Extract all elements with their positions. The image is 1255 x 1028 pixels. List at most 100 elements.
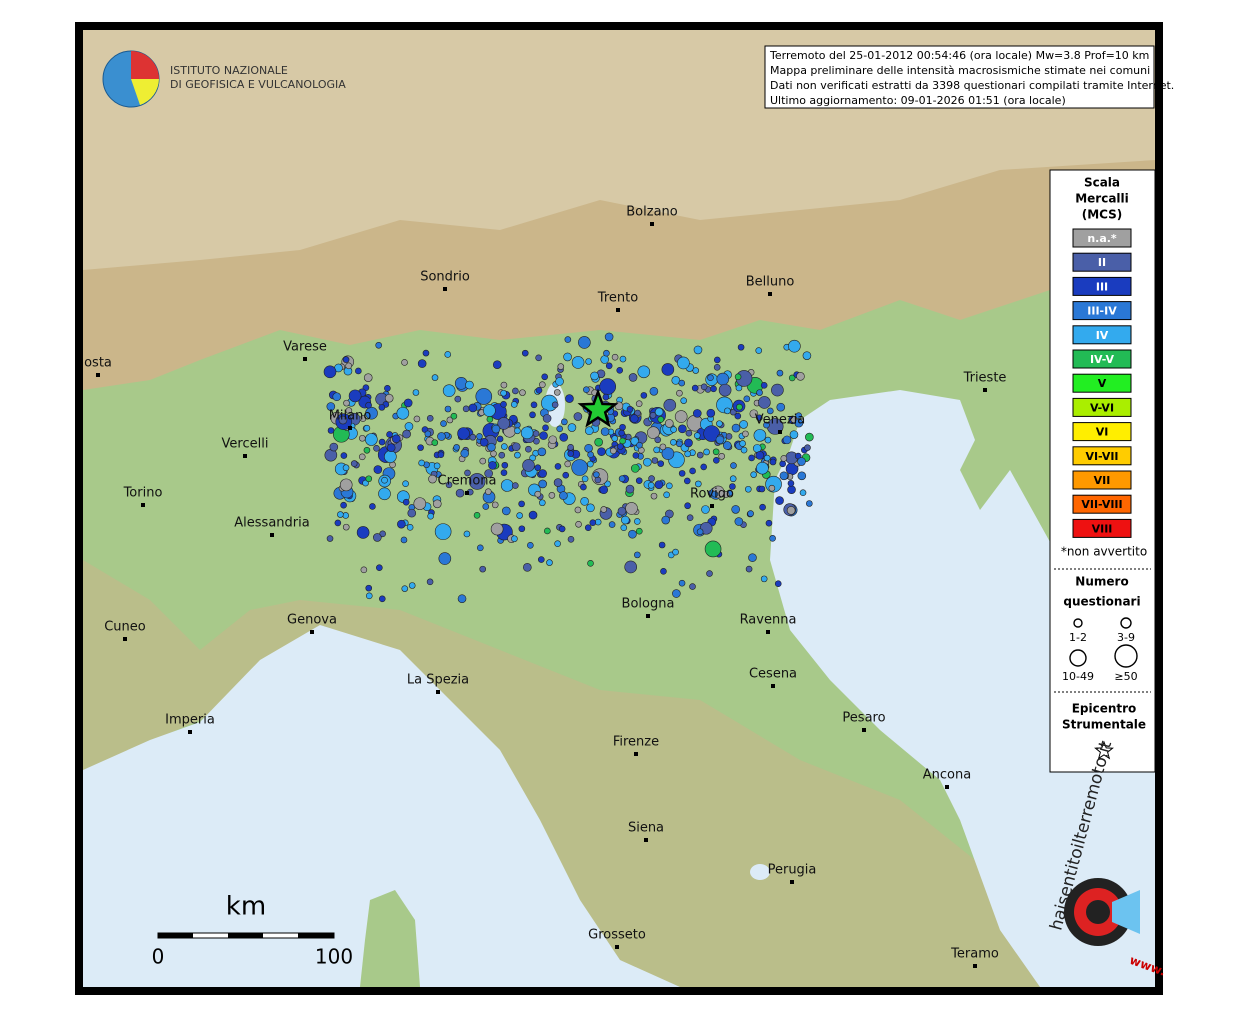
intensity-point (484, 488, 492, 495)
intensity-point (432, 499, 442, 509)
intensity-point (663, 398, 677, 412)
intensity-point (483, 404, 496, 417)
intensity-point (686, 514, 694, 521)
intensity-point (334, 519, 342, 527)
intensity-point (739, 420, 748, 429)
intensity-point (343, 399, 350, 407)
intensity-point (647, 426, 660, 439)
intensity-point (455, 488, 465, 498)
city-label: Ravenna (740, 613, 797, 628)
intensity-point (417, 444, 424, 451)
intensity-point (703, 448, 710, 456)
legend-title: (MCS) (1082, 208, 1123, 222)
intensity-point (654, 480, 664, 489)
logo-text: ISTITUTO NAZIONALE (170, 64, 288, 77)
intensity-point (413, 497, 427, 510)
intensity-point (725, 433, 733, 440)
city-label: Milano (329, 409, 372, 424)
intensity-point (327, 427, 335, 434)
intensity-point (730, 462, 737, 469)
intensity-point (722, 441, 732, 450)
intensity-point (534, 490, 542, 498)
city-label: Venezia (755, 413, 806, 428)
intensity-point (776, 402, 786, 412)
intensity-point (453, 444, 460, 451)
epicenter (577, 388, 619, 428)
city-label: Grosseto (588, 928, 646, 943)
intensity-point (683, 477, 691, 485)
intensity-point (658, 541, 666, 549)
intensity-point (535, 354, 542, 362)
intensity-point (666, 482, 673, 490)
intensity-point (713, 364, 721, 371)
city-label: Varese (283, 340, 327, 355)
intensity-point (649, 412, 657, 419)
legend-size (1069, 649, 1087, 667)
legend-swatch (1072, 228, 1132, 248)
intensity-point (403, 398, 413, 408)
intensity-point (510, 401, 518, 408)
intensity-point (444, 405, 452, 413)
intensity-point (624, 560, 637, 574)
intensity-point (378, 438, 386, 446)
intensity-point (431, 439, 439, 446)
intensity-point (696, 451, 704, 459)
legend-label: IV-V (1090, 353, 1115, 366)
intensity-point (794, 418, 804, 428)
intensity-point (672, 548, 679, 556)
intensity-point (365, 433, 378, 446)
intensity-point (567, 450, 575, 457)
intensity-point (535, 387, 543, 394)
intensity-point (678, 470, 686, 477)
intensity-point (758, 396, 771, 409)
intensity-point (616, 367, 624, 374)
intensity-point (661, 363, 675, 376)
intensity-point (400, 536, 408, 544)
intensity-point (464, 469, 471, 477)
intensity-point (768, 484, 776, 492)
intensity-point (500, 401, 507, 408)
intensity-point (402, 480, 409, 488)
legend-label: II (1098, 256, 1106, 269)
intensity-point (518, 500, 525, 508)
intensity-point (516, 512, 523, 519)
city-marker (443, 287, 447, 291)
intensity-point (718, 383, 732, 397)
intensity-point (600, 427, 610, 436)
intensity-point (625, 502, 638, 515)
scale-unit: km (226, 892, 266, 922)
intensity-point (373, 444, 380, 452)
city-marker (141, 503, 145, 507)
intensity-point (355, 367, 362, 375)
intensity-point (442, 384, 456, 397)
intensity-point (345, 362, 352, 370)
intensity-point (589, 519, 597, 526)
intensity-point (408, 582, 416, 589)
city-label: Bologna (622, 597, 675, 612)
logo-segment (131, 51, 159, 79)
intensity-point (745, 565, 753, 573)
scale-end: 100 (315, 945, 353, 969)
intensity-point (626, 405, 634, 413)
intensity-point (386, 443, 396, 453)
intensity-point (323, 365, 337, 379)
intensity-point (661, 447, 675, 460)
intensity-point (715, 435, 725, 445)
info-box (764, 45, 1155, 109)
intensity-point (378, 487, 391, 501)
intensity-point (532, 430, 540, 437)
intensity-point (734, 517, 744, 526)
intensity-point (600, 355, 609, 364)
intensity-point (412, 389, 420, 396)
city-label: Ancona (923, 768, 971, 783)
intensity-point (359, 415, 367, 422)
intensity-point (444, 351, 452, 358)
intensity-point (329, 442, 339, 452)
intensity-point (742, 430, 749, 438)
legend-star (1094, 740, 1114, 760)
intensity-point (759, 503, 766, 511)
intensity-point (764, 436, 772, 444)
city-marker (270, 533, 274, 537)
intensity-point (440, 420, 447, 427)
